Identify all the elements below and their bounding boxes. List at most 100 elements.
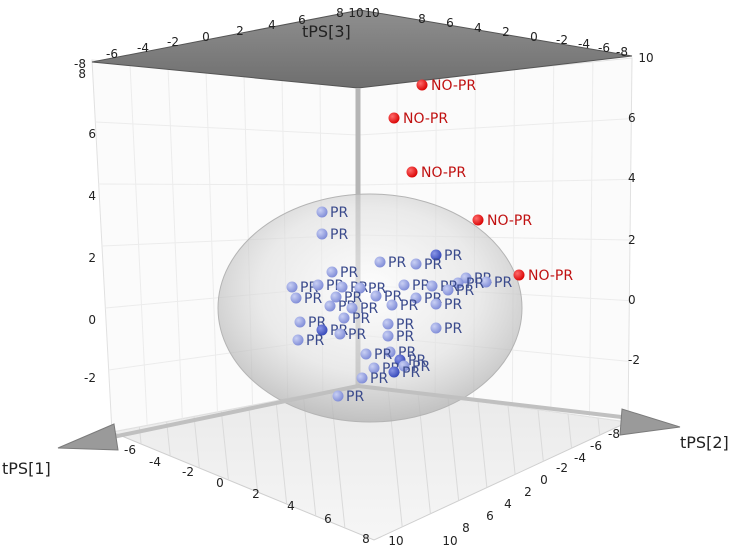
floor-y-tick: -4 <box>574 451 586 465</box>
left-z-ticks: -2 0 2 4 6 <box>84 127 96 385</box>
pr-point <box>324 300 336 312</box>
pr-point <box>356 372 368 384</box>
left-z-tick: 6 <box>88 127 96 141</box>
no-pr-point-label: NO-PR <box>421 165 466 181</box>
top-x-tick: 4 <box>268 18 276 32</box>
top-y-tick: 8 <box>418 12 426 26</box>
axis-label-tps3: tPS[3] <box>302 22 351 41</box>
floor-y-tick: 8 <box>462 521 470 535</box>
top-x-tick: -4 <box>137 41 149 55</box>
top-x-tick: -2 <box>167 35 179 49</box>
pr-point-label: PR <box>344 290 362 306</box>
floor-x-tick: -4 <box>149 455 161 469</box>
floor-y-tick: 4 <box>504 497 512 511</box>
left-z-tick: 2 <box>88 251 96 265</box>
no-pr-point-label: NO-PR <box>528 268 573 284</box>
floor-x-tick: 6 <box>324 512 332 526</box>
top-x-ticks: -6 -4 -2 0 2 4 6 8 10 <box>106 6 364 61</box>
pr-point-label: PR <box>444 297 462 313</box>
pr-point-label: PR <box>396 317 414 333</box>
top-y-tick: 6 <box>446 16 454 30</box>
no-pr-point <box>388 112 400 124</box>
edge-tick: 8 <box>78 67 86 81</box>
pr-point-label: PR <box>456 283 474 299</box>
top-y-tick: -4 <box>578 37 590 51</box>
pr-point-label: PR <box>370 371 388 387</box>
right-z-ticks: -2 0 2 4 6 <box>628 111 640 367</box>
pr-point <box>382 330 394 342</box>
pr-point <box>430 249 442 261</box>
pr-point <box>382 318 394 330</box>
pr-point-label: PR <box>346 389 364 405</box>
top-x-tick: 2 <box>236 24 244 38</box>
pr-point-label: PR <box>494 275 512 291</box>
pr-point <box>338 312 350 324</box>
pr-point <box>426 280 438 292</box>
pr-point <box>442 284 454 296</box>
top-y-tick: -6 <box>598 41 610 55</box>
floor-y-tick: -8 <box>608 427 620 441</box>
pr-point <box>326 266 338 278</box>
top-x-tick: 8 <box>336 6 344 20</box>
floor-x-tick: 0 <box>216 476 224 490</box>
pr-point-label: PR <box>408 353 426 369</box>
pr-point <box>460 272 472 284</box>
top-y-tick: 10 <box>364 6 379 20</box>
axis-label-tps1: tPS[1] <box>2 459 51 478</box>
pr-point <box>290 292 302 304</box>
top-x-tick: 6 <box>298 13 306 27</box>
pr-point-label: PR <box>400 298 418 314</box>
hotelling-ellipse <box>217 193 523 423</box>
pr-point <box>312 279 324 291</box>
floor-x-tick: -2 <box>182 465 194 479</box>
top-y-tick: 2 <box>502 25 510 39</box>
no-pr-point-label: NO-PR <box>487 213 532 229</box>
top-x-tick: 10 <box>348 6 363 20</box>
pr-point <box>292 334 304 346</box>
pr-point-label: PR <box>374 347 392 363</box>
pr-point <box>430 298 442 310</box>
pr-point-label: PR <box>396 329 414 345</box>
right-z-tick: 0 <box>628 293 636 307</box>
pr-point <box>334 328 346 340</box>
floor-x-ticks: -6 -4 -2 0 2 4 6 8 10 <box>124 443 404 548</box>
pr-point-label: PR <box>340 265 358 281</box>
pr-point <box>386 299 398 311</box>
floor-x-tick: -6 <box>124 443 136 457</box>
pr-point <box>374 256 386 268</box>
pr-point-label: PR <box>444 248 462 264</box>
pr-point <box>370 290 382 302</box>
pr-point-label: PR <box>402 365 420 381</box>
no-pr-point <box>416 79 428 91</box>
floor-y-tick: -2 <box>556 461 568 475</box>
floor-axes <box>57 384 681 451</box>
right-z-tick: 4 <box>628 171 636 185</box>
pr-point <box>398 279 410 291</box>
pr-point-label: PR <box>348 327 366 343</box>
floor-x-tick: 8 <box>362 532 370 546</box>
pr-point-label: PR <box>330 205 348 221</box>
no-pr-point <box>406 166 418 178</box>
top-x-tick: 0 <box>202 30 210 44</box>
edge-ticks: -88 10 <box>74 51 654 81</box>
no-pr-point <box>472 214 484 226</box>
pr-point <box>286 281 298 293</box>
axis-label-tps2: tPS[2] <box>680 433 729 452</box>
pr-point-label: PR <box>412 359 430 375</box>
no-pr-point-label: NO-PR <box>403 111 448 127</box>
pr-point <box>398 360 410 372</box>
pr-point <box>316 324 328 336</box>
floor-x-tick: 10 <box>388 534 403 548</box>
left-z-tick: 0 <box>88 313 96 327</box>
floor-y-tick: 2 <box>524 485 532 499</box>
pr-point <box>336 281 348 293</box>
floor-y-tick: 0 <box>540 473 548 487</box>
floor-x-tick: 4 <box>287 499 295 513</box>
left-z-tick: 4 <box>88 189 96 203</box>
pr-point-label: PR <box>412 278 430 294</box>
pr-point <box>346 302 358 314</box>
pr-point-label: PR <box>466 276 484 292</box>
pr-point <box>480 276 492 288</box>
